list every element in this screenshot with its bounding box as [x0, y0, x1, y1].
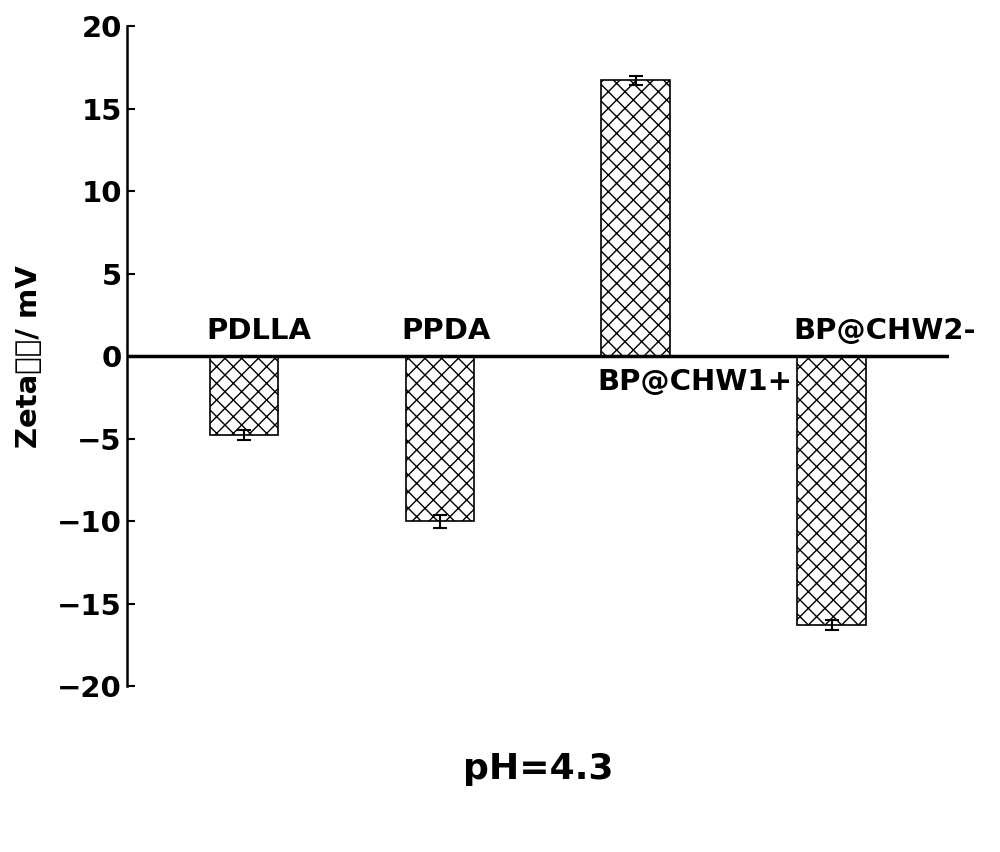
- Text: BP@CHW2-: BP@CHW2-: [793, 317, 976, 344]
- Text: PDLLA: PDLLA: [206, 317, 311, 344]
- Y-axis label: Zeta电位/ mV: Zeta电位/ mV: [15, 265, 43, 447]
- Bar: [406, 356, 474, 521]
- Text: PPDA: PPDA: [402, 317, 491, 344]
- Text: pH=4.3: pH=4.3: [463, 752, 613, 786]
- Text: BP@CHW1+: BP@CHW1+: [598, 368, 793, 395]
- Bar: [797, 356, 866, 625]
- Bar: [601, 80, 670, 356]
- Bar: [210, 356, 278, 435]
